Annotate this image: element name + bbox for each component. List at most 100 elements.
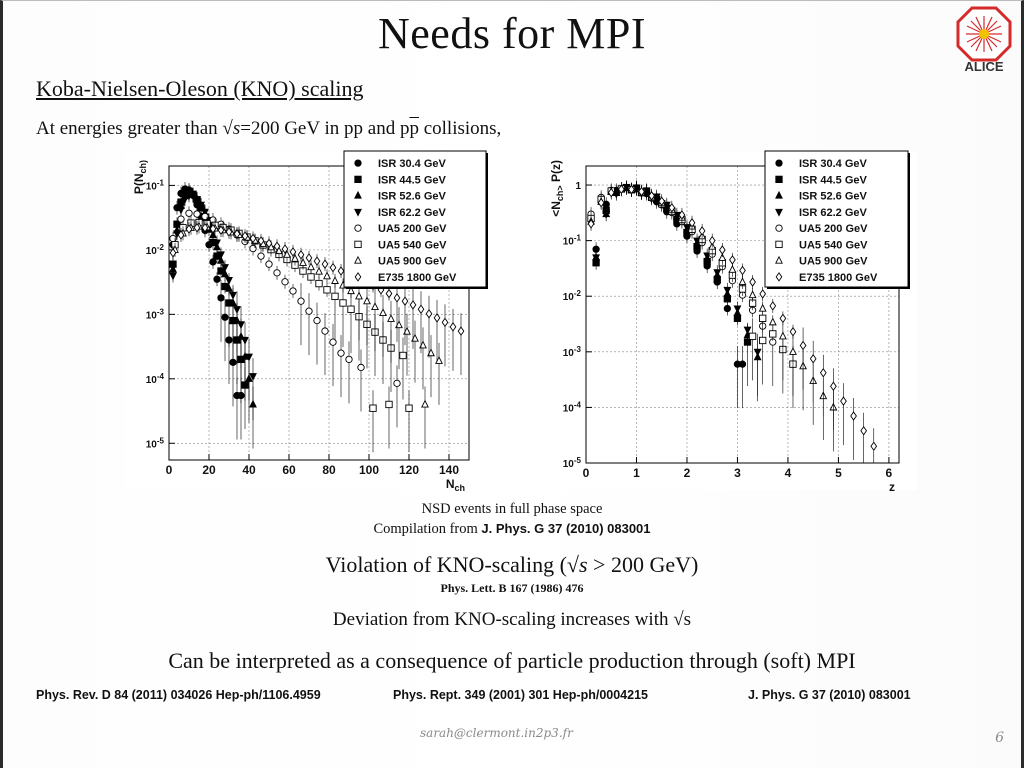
data-point [283,249,291,258]
data-point [321,259,329,269]
data-point [229,291,237,300]
y-axis-title: P(Nch) [132,160,148,194]
legend-label: E735 1800 GeV [799,272,878,284]
legend-label: ISR 44.5 GeV [378,174,447,186]
data-point [273,269,281,277]
data-point [315,279,323,288]
slide-title: Needs for MPI [377,9,646,58]
data-point [369,404,377,412]
data-point [305,253,313,263]
data-point [289,247,297,257]
data-point [759,289,767,299]
x-tick-label: 6 [886,466,893,480]
plot-frame [168,165,470,461]
data-point [181,195,189,204]
data-point [597,197,605,208]
data-point [237,321,245,330]
data-point [225,277,233,285]
violation-s: s [578,552,588,577]
data-point [449,322,457,332]
data-point [257,252,265,260]
intro-pbar: p [409,118,419,139]
reference-3: J. Phys. G 37 (2010) 083001 [748,688,911,702]
data-point [339,299,347,307]
page-number: 6 [995,730,1004,746]
data-point [775,159,783,167]
interpretation-text: Can be interpreted as a consequence of p… [168,648,856,673]
data-point [217,225,225,235]
data-point [718,245,726,255]
data-point [393,379,401,387]
data-point [345,355,353,364]
x-tick-label: 140 [439,463,459,477]
data-point [698,226,706,236]
data-point [385,400,393,409]
y-tick-label: 10-3 [146,307,165,321]
legend: ISR 30.4 GeV ISR 44.5 GeV ISR 52.6 GeV ISR … [764,150,910,289]
series [169,220,465,376]
reference-2: Phys. Rept. 349 (2001) 301 Hep-ph/000421… [393,688,648,702]
intro-text: At energies greater than √s=200 GeV in p… [36,118,501,140]
y-axis-title: <Nch> P(z) [549,160,565,217]
data-point [648,191,655,201]
y-tick-label: 10-2 [146,243,165,257]
data-point [775,240,783,249]
data-point [739,265,746,276]
data-point [688,217,696,228]
data-point [789,347,797,355]
data-point [193,210,201,218]
data-point [291,253,299,262]
data-point [789,326,797,337]
data-point [185,209,193,217]
legend-label: UA5 540 GeV [799,239,868,251]
legend-label: UA5 200 GeV [378,223,447,235]
data-point [313,316,321,325]
data-point [289,287,297,295]
data-point [229,298,237,307]
data-point [738,360,747,368]
data-point [307,273,315,281]
data-point [299,257,307,266]
data-point [433,313,441,323]
data-point [241,231,249,241]
data-point [395,320,403,329]
data-point [221,264,229,272]
data-point [363,296,371,305]
data-point [607,187,615,198]
data-point [313,256,321,266]
caption-compilation-ref: J. Phys. G 37 (2010) 083001 [481,521,651,536]
data-point [385,288,393,299]
x-tick-label: 2 [684,466,691,480]
data-point [775,272,783,282]
data-point [177,230,185,240]
data-point [713,269,722,278]
legend-label: ISR 62.2 GeV [799,207,868,219]
data-point [337,349,345,357]
reference-1: Phys. Rev. D 84 (2011) 034026 Hep-ph/110… [36,688,321,702]
data-point [769,301,777,311]
data-point [329,262,337,273]
chart-2: 0 1 2 3 4 5 6 1 10-1 10-2 10-3 10-4 10-5 z <Nch> P(z) I… [545,150,917,494]
data-point [347,286,355,295]
x-tick-label: 120 [399,463,419,477]
data-point [638,186,645,197]
data-point [221,313,229,321]
data-point [457,326,465,336]
violation-text: Violation of KNO-scaling (√s > 200 GeV) [0,552,1024,578]
y-tick-label: 1 [575,181,581,192]
legend-label: ISR 62.2 GeV [378,207,447,219]
caption-compilation-pre: Compilation from [373,521,482,537]
x-tick-label: 80 [322,463,336,477]
x-tick-label: 100 [359,463,379,477]
legend-box [343,150,487,288]
data-point [197,201,205,210]
data-point [769,330,777,338]
legend-label: UA5 900 GeV [378,256,447,268]
data-point [249,373,257,381]
data-point [201,212,209,221]
intro-mid: =200 GeV in pp and p [240,118,410,139]
data-point [723,286,732,295]
data-point [411,333,419,342]
data-point [185,224,193,234]
